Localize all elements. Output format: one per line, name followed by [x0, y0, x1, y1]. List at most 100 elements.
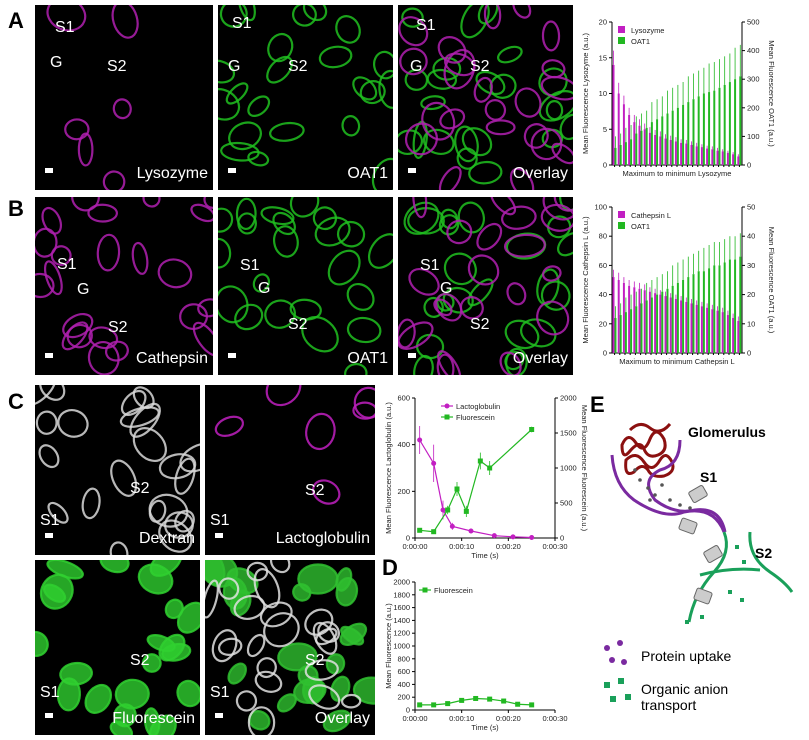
tubule — [247, 95, 271, 117]
tubule — [96, 233, 121, 272]
x-axis-title: Maximum to minimum Cathepsin L — [619, 357, 734, 366]
bar — [669, 139, 672, 165]
tubule — [456, 147, 478, 170]
tubule — [467, 278, 494, 307]
tubule — [174, 457, 196, 495]
tubule — [413, 354, 434, 375]
image-label: S2 — [305, 482, 325, 499]
tubule — [218, 88, 241, 121]
bar — [718, 87, 721, 165]
bar — [682, 104, 685, 165]
x-axis-title: Time (s) — [471, 551, 499, 560]
tubule — [398, 321, 434, 350]
bar — [659, 136, 662, 165]
tubule — [254, 670, 283, 693]
image-label: S2 — [288, 316, 308, 333]
tubule — [247, 706, 276, 735]
y-tick-label: 60 — [599, 261, 607, 270]
y-tick-label: 1800 — [393, 590, 410, 599]
tubule — [438, 166, 462, 190]
y2-tick-label: 1500 — [560, 429, 577, 438]
image-label: Fluorescein — [112, 710, 195, 727]
point — [431, 702, 437, 708]
bar — [685, 143, 688, 165]
tubule — [120, 389, 147, 416]
tubule — [61, 321, 89, 351]
image-label: S2 — [288, 58, 308, 75]
bar — [682, 280, 685, 353]
tubule — [536, 300, 570, 336]
tubule — [110, 459, 138, 497]
image-label: S2 — [470, 316, 490, 333]
tubule — [557, 231, 573, 257]
tubule — [149, 560, 183, 577]
image-label: G — [258, 280, 270, 297]
bar — [674, 141, 677, 165]
tubule — [340, 625, 365, 646]
bar — [628, 285, 631, 353]
image-label: S1 — [240, 257, 260, 274]
bar — [737, 320, 740, 353]
bar — [732, 154, 735, 165]
bar — [635, 133, 638, 165]
tubule — [542, 197, 573, 221]
bar — [676, 107, 679, 165]
bar — [734, 259, 737, 353]
bar — [614, 147, 617, 165]
tubule — [289, 197, 320, 218]
image-label: S1 — [57, 256, 77, 273]
bar — [650, 297, 653, 353]
legend-marker — [444, 403, 450, 409]
legend-label: Lysozyme — [631, 26, 664, 35]
tubule — [468, 160, 503, 185]
micrograph: S1 G S2 OAT1 — [218, 197, 393, 375]
tubule — [235, 197, 257, 231]
image-label: Overlay — [513, 350, 568, 367]
tubule — [276, 693, 297, 713]
tubule — [222, 577, 248, 610]
tubule — [344, 362, 368, 375]
legend-marker — [422, 587, 428, 593]
bar — [690, 144, 693, 165]
scale-bar — [228, 168, 236, 173]
tissue — [35, 560, 200, 735]
bar — [630, 309, 633, 353]
bar — [661, 291, 664, 353]
tubule — [219, 5, 248, 28]
tubule — [336, 220, 366, 248]
bar — [726, 315, 729, 353]
tubule — [203, 197, 213, 209]
tubule — [403, 201, 440, 235]
tubule — [340, 693, 362, 709]
panel-letter: B — [8, 196, 24, 221]
tubule — [335, 15, 361, 44]
legend-label: Fluorescein — [456, 413, 495, 422]
bar — [619, 315, 622, 353]
bar — [737, 156, 740, 165]
image-label: G — [77, 281, 89, 298]
tubule — [318, 45, 353, 69]
tubule — [504, 319, 540, 350]
bar — [700, 306, 703, 353]
image-label: G — [410, 58, 422, 75]
bar — [640, 303, 643, 353]
legend-label: Fluorescein — [434, 586, 473, 595]
point — [445, 701, 451, 707]
y-tick-label: 400 — [397, 680, 410, 689]
panel-letter: C — [8, 389, 24, 414]
bar — [723, 262, 726, 353]
tubule — [437, 36, 467, 64]
y-axis-title: Mean Fluorescence (a.u.) — [384, 603, 393, 689]
tubule — [512, 5, 532, 19]
bar — [617, 93, 620, 165]
tubule — [264, 299, 296, 329]
tubule — [234, 303, 264, 331]
tubule — [269, 121, 305, 142]
y2-axis-title: Mean Fluorescence OAT1 (a.u.) — [767, 227, 776, 334]
point — [529, 427, 535, 432]
y2-tick-label: 10 — [747, 319, 755, 328]
tissue — [214, 385, 375, 505]
nephron-diagram: Glomerulus S1 S2 Protein uptake Organic … — [604, 423, 794, 713]
bar — [702, 93, 705, 165]
bar — [671, 110, 674, 165]
